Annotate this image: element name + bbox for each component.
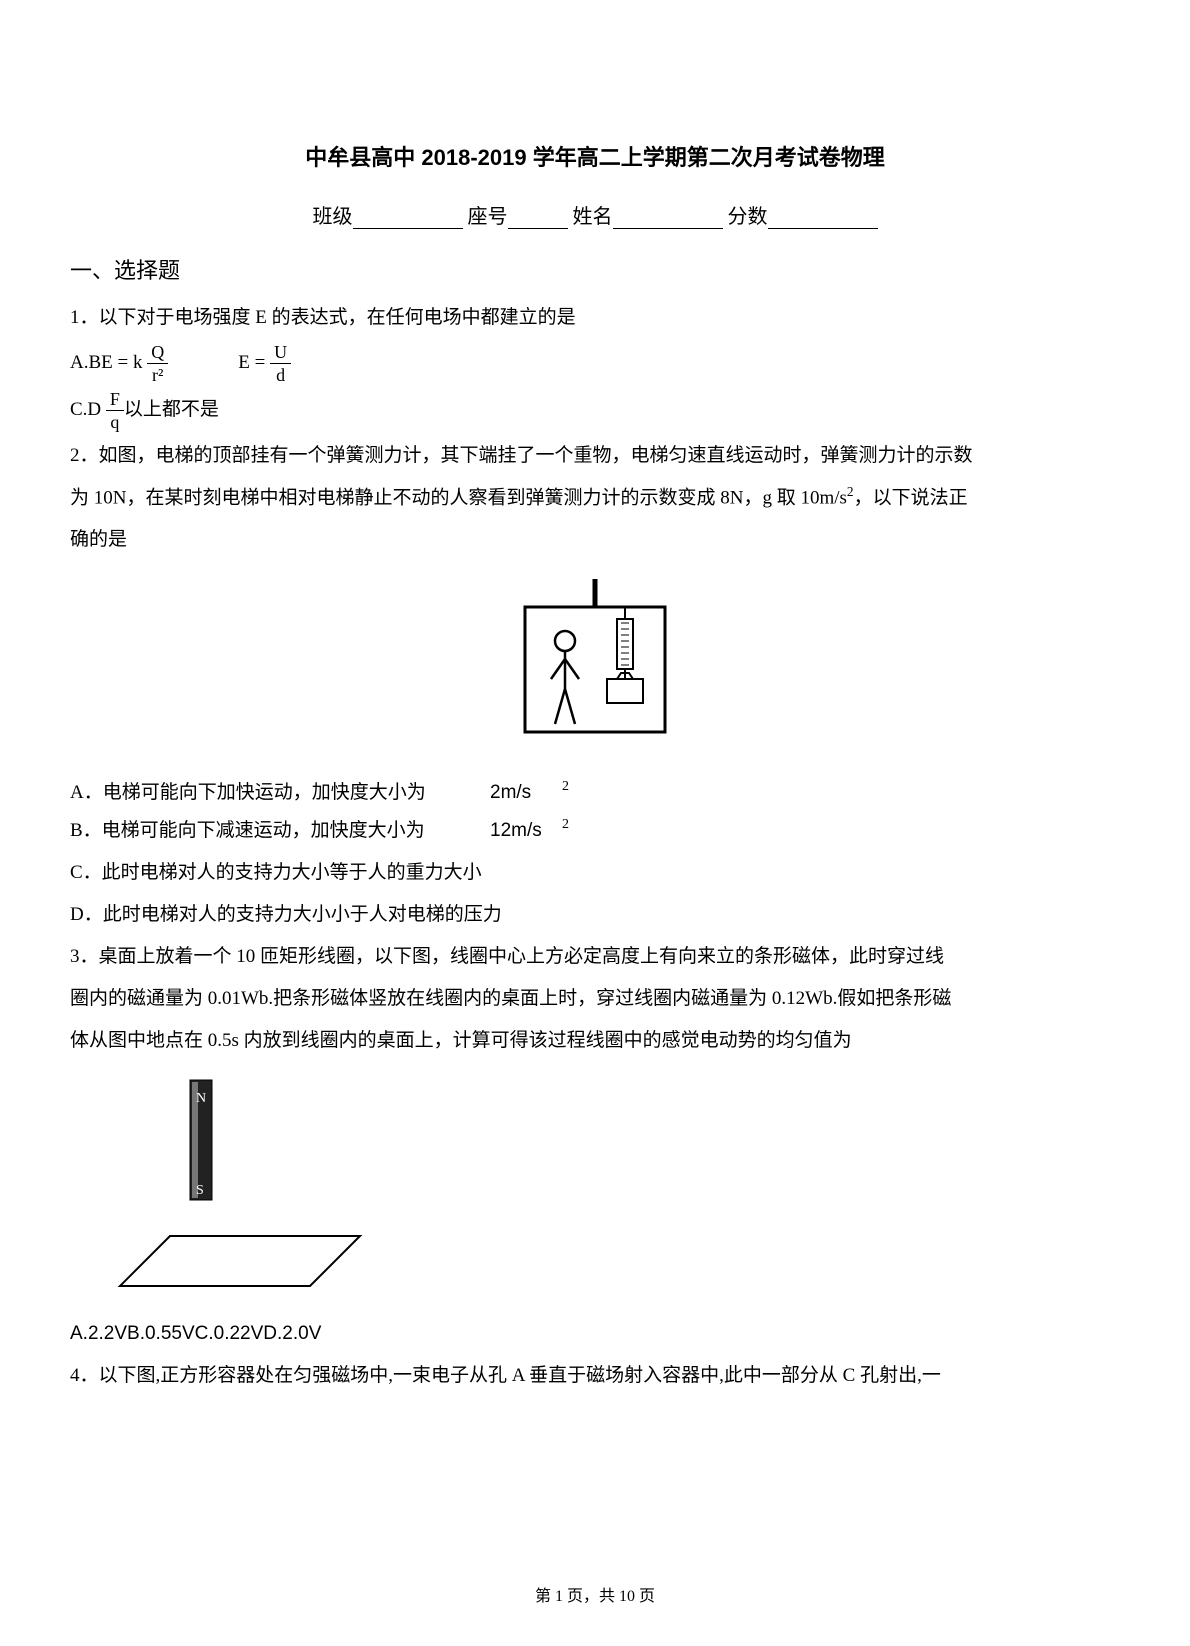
- q1-f3-tail: 以上都不是: [124, 399, 219, 420]
- elevator-icon: [495, 579, 695, 749]
- q2-optA-val: 2m/s: [490, 774, 610, 812]
- q1-optCD-prefix: C.D: [70, 399, 101, 420]
- q2-optA: A．电梯可能向下加快运动，加快度大小为 2m/s 2: [70, 774, 1120, 812]
- exam-title: 中牟县高中 2018-2019 学年高二上学期第二次月考试卷物理: [70, 140, 1120, 172]
- q3-stem-line1: 3．桌面上放着一个 10 匝矩形线圈，以下图，线圈中心上方必定高度上有向来立的条…: [70, 938, 1120, 976]
- q1-f2-lhs: E =: [238, 352, 265, 373]
- q2-optB-text: B．电梯可能向下减速运动，加快度大小为: [70, 812, 490, 850]
- magnet-coil-icon: N S: [110, 1076, 370, 1306]
- q2-optB: B．电梯可能向下减速运动，加快度大小为 12m/s 2: [70, 812, 1120, 850]
- q2-stem2-text: 为 10N，在某时刻电梯中相对电梯静止不动的人察看到弹簧测力计的示数变成 8N，…: [70, 487, 847, 508]
- q1-f2-frac: U d: [270, 343, 291, 384]
- class-blank[interactable]: [353, 209, 463, 229]
- student-info-line: 班级 座号 姓名 分数: [70, 200, 1120, 229]
- q2-optC: C．此时电梯对人的支持力大小等于人的重力大小: [70, 854, 1120, 892]
- q1-f2-num: U: [270, 343, 291, 364]
- q2-stem2-sup: 2: [847, 484, 854, 499]
- q1-f3-num: F: [106, 390, 124, 411]
- q1-f1-num: Q: [147, 343, 168, 364]
- seat-blank[interactable]: [508, 209, 568, 229]
- class-label: 班级: [313, 206, 353, 228]
- q2-stem2-tail: ，以下说法正: [854, 487, 968, 508]
- name-blank[interactable]: [613, 209, 723, 229]
- q4-stem: 4．以下图,正方形容器处在匀强磁场中,一束电子从孔 A 垂直于磁场射入容器中,此…: [70, 1357, 1120, 1395]
- q2-stem-line3: 确的是: [70, 521, 1120, 559]
- q3-stem-line3: 体从图中地点在 0.5s 内放到线圈内的桌面上，计算可得该过程线圈中的感觉电动势…: [70, 1022, 1120, 1060]
- q2-optB-sup: 2: [562, 811, 569, 839]
- score-blank[interactable]: [768, 209, 878, 229]
- q3-figure: N S: [110, 1076, 1120, 1311]
- page-footer: 第 1 页，共 10 页: [0, 1582, 1190, 1606]
- q2-figure: [495, 579, 695, 754]
- q1-f1-den: r²: [148, 364, 167, 384]
- q1-formula-row-1: A.BE = k Q r² E = U d: [70, 343, 1120, 384]
- name-label: 姓名: [573, 206, 613, 228]
- q2-optA-sup: 2: [562, 773, 569, 801]
- q3-stem-line2: 圈内的磁通量为 0.01Wb.把条形磁体竖放在线圈内的桌面上时，穿过线圈内磁通量…: [70, 980, 1120, 1018]
- q2-stem-line1: 2．如图，电梯的顶部挂有一个弹簧测力计，其下端挂了一个重物，电梯匀速直线运动时，…: [70, 437, 1120, 475]
- section-1-title: 一、选择题: [70, 253, 1120, 285]
- svg-text:N: N: [196, 1091, 206, 1106]
- svg-text:S: S: [196, 1183, 204, 1198]
- q1-f1-lhs: E = k: [101, 352, 142, 373]
- q1-optAB-prefix: A.B: [70, 352, 101, 373]
- q1-f2-den: d: [272, 364, 289, 384]
- score-label: 分数: [728, 206, 768, 228]
- q1-f1-frac: Q r²: [147, 343, 168, 384]
- q1-formula-row-2: C.D F q 以上都不是: [70, 390, 1120, 431]
- q2-stem-line2: 为 10N，在某时刻电梯中相对电梯静止不动的人察看到弹簧测力计的示数变成 8N，…: [70, 479, 1120, 517]
- q1-stem: 1．以下对于电场强度 E 的表达式，在任何电场中都建立的是: [70, 299, 1120, 337]
- q2-optB-val: 12m/s: [490, 812, 610, 850]
- q3-options: A.2.2VB.0.55VC.0.22VD.2.0V: [70, 1315, 1120, 1353]
- q2-optD: D．此时电梯对人的支持力大小小于人对电梯的压力: [70, 896, 1120, 934]
- q1-f3-frac: F q: [106, 390, 124, 431]
- seat-label: 座号: [468, 206, 508, 228]
- q2-optA-text: A．电梯可能向下加快运动，加快度大小为: [70, 774, 490, 812]
- q1-f3-den: q: [106, 411, 123, 431]
